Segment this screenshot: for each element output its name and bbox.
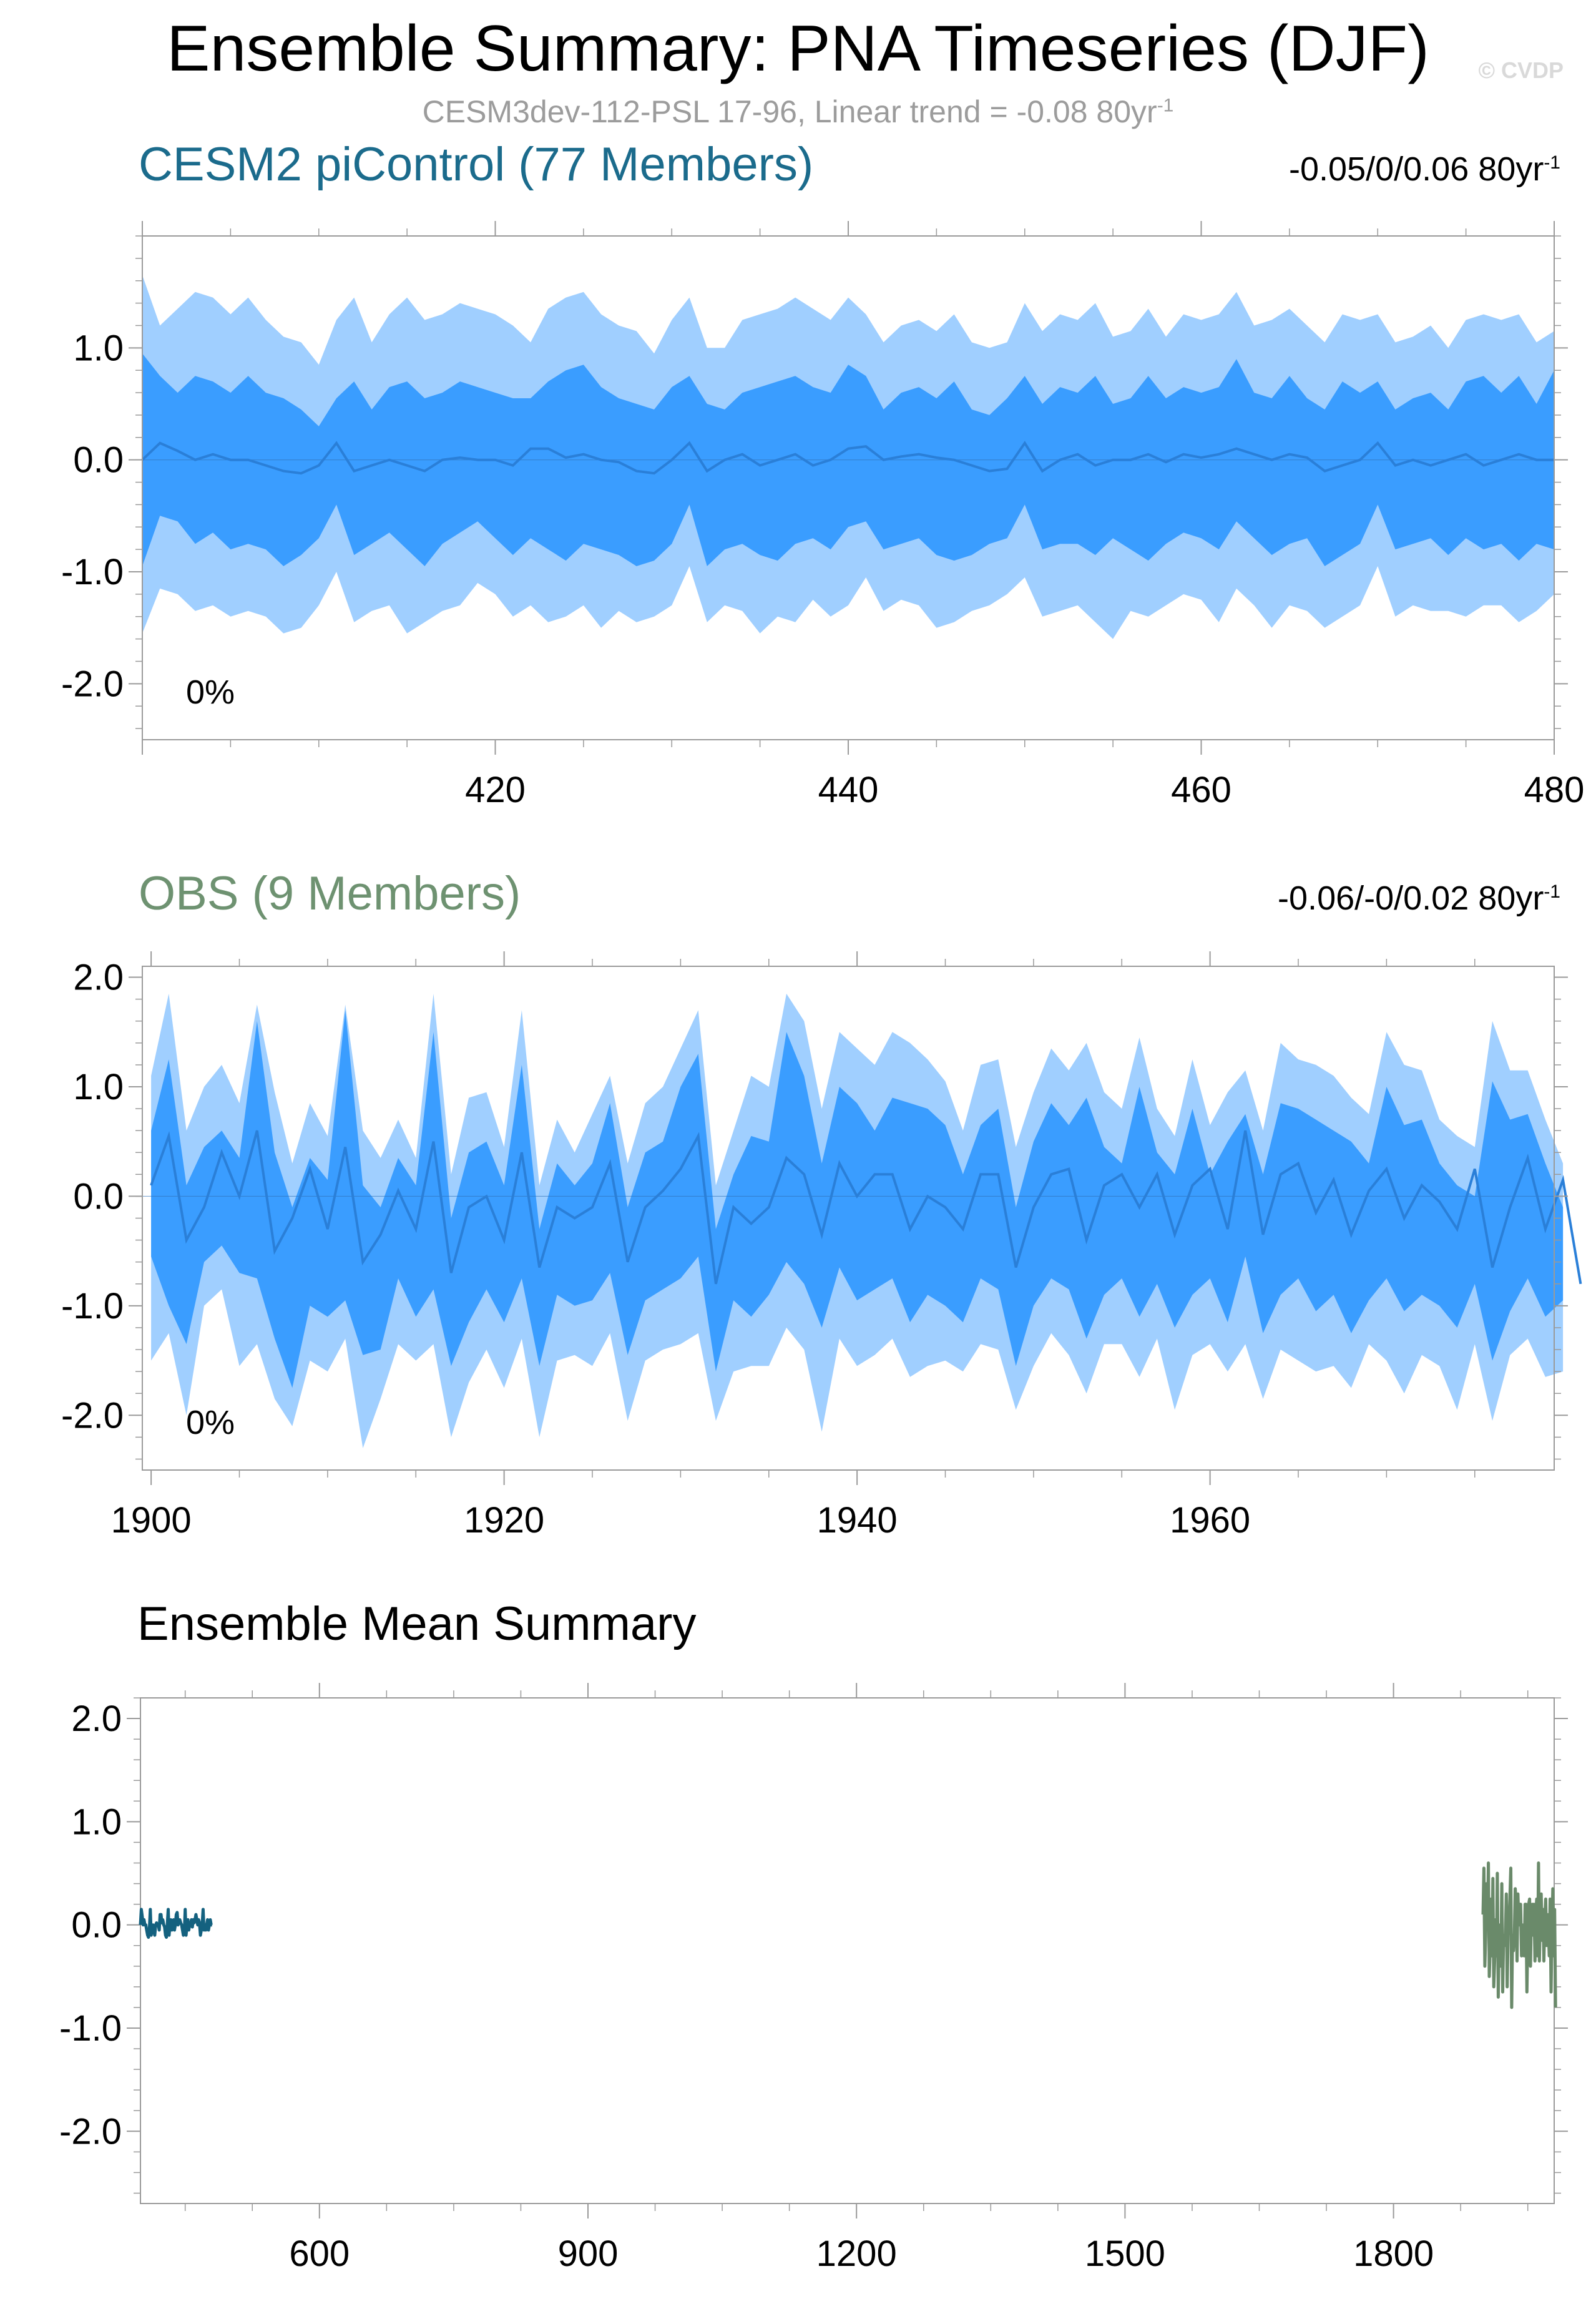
- panel-2-trend: -0.06/-0/0.02 80yr-1: [1278, 879, 1560, 918]
- panel-3-ytick-label: 0.0: [71, 1905, 122, 1946]
- figure-subtitle: CESM3dev-112-PSL 17-96, Linear trend = -…: [0, 94, 1596, 130]
- panel-3-ytick-label: 2.0: [71, 1699, 122, 1739]
- panel-2-percent-label: 0%: [186, 1404, 235, 1441]
- panel-1-trend-text: -0.05/0/0.06 80yr: [1289, 150, 1544, 188]
- panel-2-ytick-label: 1.0: [73, 1067, 124, 1107]
- panel-1-percent-label: 0%: [186, 674, 235, 711]
- panel-3-ytick-label: 1.0: [71, 1802, 122, 1842]
- panel-3-ytick-label: -1.0: [59, 2008, 122, 2049]
- panel-3-ytick-label: -2.0: [59, 2111, 122, 2152]
- panel-1-ytick-label: 1.0: [73, 328, 124, 368]
- panel-2-mean-line: [150, 1130, 1582, 1285]
- panel-2-inner-band: [151, 1010, 1564, 1388]
- panel-2-ytick-label: -2.0: [61, 1395, 124, 1436]
- panel-3-title: Ensemble Mean Summary: [137, 1597, 697, 1650]
- panel-2-xtick-label: 1900: [111, 1500, 192, 1541]
- panel-1-xtick-label: 460: [1171, 770, 1231, 810]
- panel-1-xtick-label: 480: [1524, 770, 1585, 810]
- panel-2-xtick-label: 1960: [1170, 1500, 1250, 1541]
- panel-1-xtick-label: 440: [818, 770, 879, 810]
- panel-1-ytick-label: -2.0: [61, 664, 124, 704]
- panel-3-frame: [140, 1697, 1555, 2204]
- panel-1-trend: -0.05/0/0.06 80yr-1: [1289, 150, 1560, 189]
- panel-3-xtick-label: 1200: [816, 2233, 897, 2274]
- panel-1-title: CESM2 piControl (77 Members): [139, 138, 814, 191]
- panel-3-xtick-label: 600: [289, 2233, 350, 2274]
- panel-2-ytick-label: 0.0: [73, 1176, 124, 1217]
- panel-1-mean-line: [141, 441, 1554, 475]
- panel-1-ytick-label: -1.0: [61, 552, 124, 592]
- subtitle-text: CESM3dev-112-PSL 17-96, Linear trend = -…: [422, 94, 1157, 129]
- panel-2-trend-sup: -1: [1544, 881, 1560, 902]
- panel-3-cesm_mean-line: [139, 1908, 213, 1939]
- panel-3-obs_mean-line: [1481, 1861, 1557, 2009]
- cvdp-watermark: © CVDP: [1478, 57, 1564, 83]
- figure-title: Ensemble Summary: PNA Timeseries (DJF): [167, 12, 1429, 85]
- panel-2-xtick-label: 1920: [464, 1500, 544, 1541]
- panel-2-ytick-label: -1.0: [61, 1286, 124, 1326]
- panel-2-trend-text: -0.06/-0/0.02 80yr: [1278, 880, 1544, 917]
- panel-2-xtick-label: 1940: [817, 1500, 898, 1541]
- panel-3-xtick-label: 1500: [1085, 2233, 1165, 2274]
- panel-2-title: OBS (9 Members): [139, 867, 521, 920]
- panel-1-ytick-label: 0.0: [73, 440, 124, 481]
- panel-1-xtick-label: 420: [465, 770, 526, 810]
- panel-3-xtick-label: 1800: [1353, 2233, 1434, 2274]
- panel-1-trend-sup: -1: [1544, 152, 1560, 173]
- panel-2-ytick-label: 2.0: [73, 958, 124, 998]
- subtitle-superscript: -1: [1157, 95, 1174, 116]
- panel-3-xtick-label: 900: [558, 2233, 619, 2274]
